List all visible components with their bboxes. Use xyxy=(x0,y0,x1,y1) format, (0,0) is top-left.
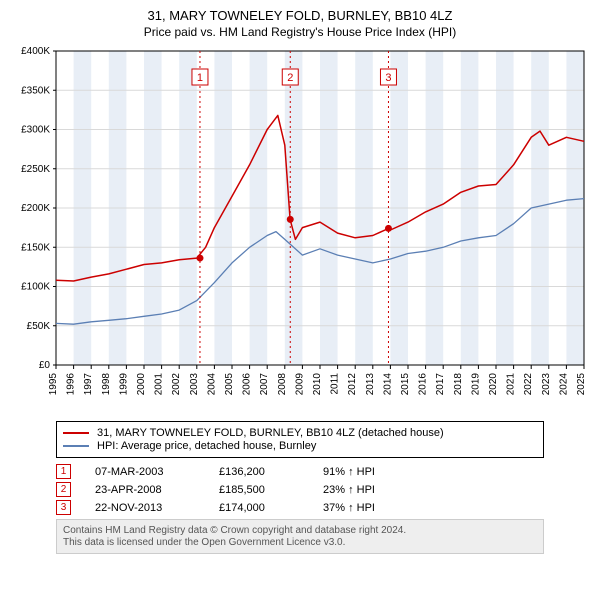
chart-title: 31, MARY TOWNELEY FOLD, BURNLEY, BB10 4L… xyxy=(10,8,590,23)
svg-text:2009: 2009 xyxy=(294,373,305,396)
svg-text:£350K: £350K xyxy=(21,85,50,96)
legend-row: HPI: Average price, detached house, Burn… xyxy=(63,440,537,452)
svg-text:2006: 2006 xyxy=(242,373,253,396)
event-price: £185,500 xyxy=(219,484,299,496)
chart-area: £0 £50K £100K £150K £200K £250K £300K £350K £400… xyxy=(10,45,590,415)
svg-text:£50K: £50K xyxy=(27,321,51,332)
svg-text:2020: 2020 xyxy=(488,373,499,396)
svg-text:2018: 2018 xyxy=(453,373,464,396)
footer-line-1: Contains HM Land Registry data © Crown c… xyxy=(63,525,537,536)
svg-text:1996: 1996 xyxy=(66,373,77,396)
legend-swatch xyxy=(63,445,89,447)
svg-text:2: 2 xyxy=(287,72,293,84)
svg-text:2023: 2023 xyxy=(541,373,552,396)
event-marker: 2 xyxy=(56,482,71,497)
svg-text:2019: 2019 xyxy=(470,373,481,396)
attribution-footer: Contains HM Land Registry data © Crown c… xyxy=(56,519,544,554)
svg-text:2013: 2013 xyxy=(365,373,376,396)
svg-text:£400K: £400K xyxy=(21,46,50,57)
svg-text:3: 3 xyxy=(385,72,391,84)
svg-text:1995: 1995 xyxy=(48,373,59,396)
event-relative: 23% ↑ HPI xyxy=(323,484,413,496)
svg-text:2004: 2004 xyxy=(206,373,217,396)
events-table: 1 07-MAR-2003 £136,200 91% ↑ HPI 2 23-APR-200… xyxy=(56,464,590,515)
svg-text:2000: 2000 xyxy=(136,373,147,396)
svg-text:2002: 2002 xyxy=(171,373,182,396)
svg-text:2010: 2010 xyxy=(312,373,323,396)
svg-text:£100K: £100K xyxy=(21,282,50,293)
event-marker: 3 xyxy=(56,500,71,515)
svg-text:£200K: £200K xyxy=(21,203,50,214)
legend-swatch xyxy=(63,432,89,434)
event-date: 07-MAR-2003 xyxy=(95,466,195,478)
title-block: 31, MARY TOWNELEY FOLD, BURNLEY, BB10 4L… xyxy=(10,8,590,39)
svg-text:£300K: £300K xyxy=(21,125,50,136)
svg-text:2021: 2021 xyxy=(506,373,517,396)
event-row: 1 07-MAR-2003 £136,200 91% ↑ HPI xyxy=(56,464,590,479)
event-price: £136,200 xyxy=(219,466,299,478)
footer-line-2: This data is licensed under the Open Gov… xyxy=(63,537,537,548)
svg-text:£150K: £150K xyxy=(21,242,50,253)
line-chart: £0 £50K £100K £150K £200K £250K £300K £350K £400… xyxy=(10,45,590,415)
event-row: 3 22-NOV-2013 £174,000 37% ↑ HPI xyxy=(56,500,590,515)
svg-text:2016: 2016 xyxy=(418,373,429,396)
legend-label: HPI: Average price, detached house, Burn… xyxy=(97,440,316,452)
svg-text:1: 1 xyxy=(197,72,203,84)
svg-text:2012: 2012 xyxy=(347,373,358,396)
svg-text:£0: £0 xyxy=(39,360,51,371)
svg-text:2014: 2014 xyxy=(382,373,393,396)
legend: 31, MARY TOWNELEY FOLD, BURNLEY, BB10 4L… xyxy=(56,421,544,458)
svg-text:1999: 1999 xyxy=(118,373,129,396)
event-row: 2 23-APR-2008 £185,500 23% ↑ HPI xyxy=(56,482,590,497)
event-relative: 37% ↑ HPI xyxy=(323,502,413,514)
chart-subtitle: Price paid vs. HM Land Registry's House … xyxy=(10,25,590,39)
event-date: 23-APR-2008 xyxy=(95,484,195,496)
svg-text:2001: 2001 xyxy=(154,373,165,396)
svg-text:2015: 2015 xyxy=(400,373,411,396)
event-relative: 91% ↑ HPI xyxy=(323,466,413,478)
svg-text:1998: 1998 xyxy=(101,373,112,396)
svg-text:2024: 2024 xyxy=(558,373,569,396)
svg-text:2022: 2022 xyxy=(523,373,534,396)
chart-container: 31, MARY TOWNELEY FOLD, BURNLEY, BB10 4L… xyxy=(0,0,600,560)
svg-text:1997: 1997 xyxy=(83,373,94,396)
svg-text:2011: 2011 xyxy=(330,373,341,395)
legend-row: 31, MARY TOWNELEY FOLD, BURNLEY, BB10 4L… xyxy=(63,427,537,439)
svg-text:2007: 2007 xyxy=(259,373,270,396)
event-price: £174,000 xyxy=(219,502,299,514)
svg-text:2003: 2003 xyxy=(189,373,200,396)
svg-text:2008: 2008 xyxy=(277,373,288,396)
event-marker: 1 xyxy=(56,464,71,479)
svg-text:£250K: £250K xyxy=(21,164,50,175)
legend-label: 31, MARY TOWNELEY FOLD, BURNLEY, BB10 4L… xyxy=(97,427,444,439)
svg-text:2005: 2005 xyxy=(224,373,235,396)
event-date: 22-NOV-2013 xyxy=(95,502,195,514)
svg-text:2025: 2025 xyxy=(576,373,587,396)
svg-text:2017: 2017 xyxy=(435,373,446,396)
